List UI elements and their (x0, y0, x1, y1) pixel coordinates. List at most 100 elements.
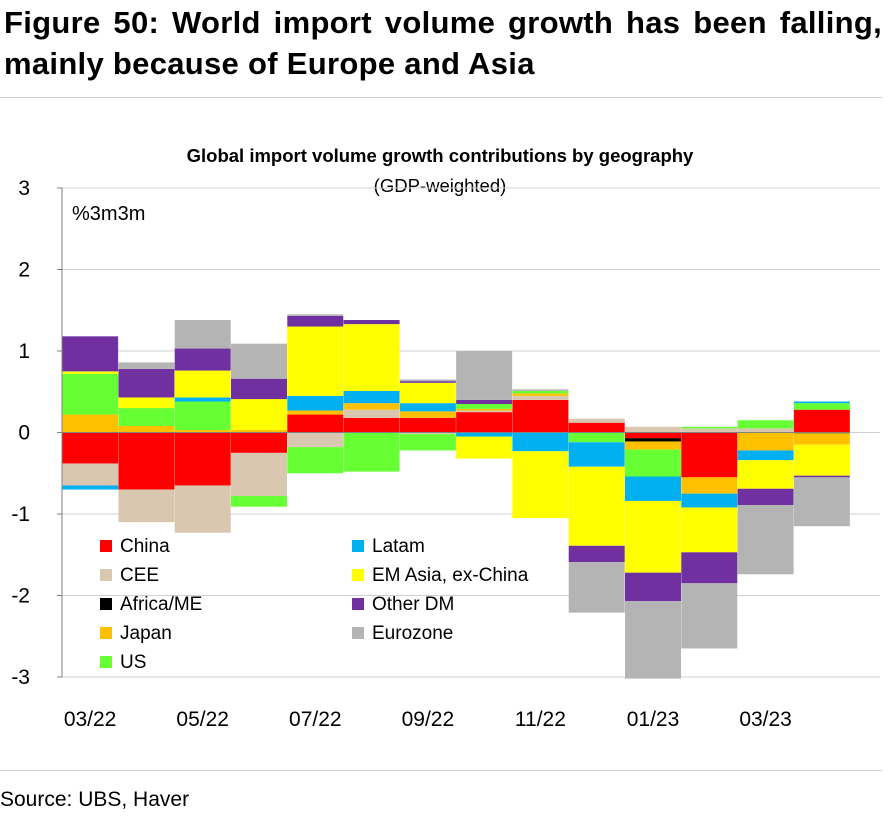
bar-segment-china-1 (118, 432, 175, 490)
bar-segment-other-dm-10 (625, 572, 681, 602)
bar-segment-japan-7 (456, 408, 513, 411)
bar-segment-other-dm-9 (568, 545, 625, 563)
legend-swatch-other-dm (352, 598, 364, 610)
bar-segment-china-4 (287, 414, 344, 433)
bar-segment-us-7 (456, 403, 513, 409)
x-tick-label: 11/22 (515, 708, 566, 731)
bar-segment-cee-5 (343, 409, 400, 418)
bar-segment-cee-12 (737, 428, 794, 433)
bar-segment-other-dm-7 (456, 399, 513, 404)
y-tick-label: 1 (18, 340, 30, 363)
bar-segment-eurozone-7 (456, 351, 513, 400)
bar-segment-latam-7 (456, 432, 513, 437)
bar-segment-us-13 (793, 403, 850, 410)
legend: China CEE Africa/ME Japan US Latam EM Asia, ex… (100, 536, 529, 673)
y-tick-label: -3 (11, 666, 30, 689)
bar-segment-latam-8 (512, 432, 569, 452)
x-tick-label: 03/23 (739, 708, 792, 731)
bar-segment-cee-11 (681, 428, 738, 433)
bar-segment-china-9 (568, 422, 625, 433)
bar-segment-us-5 (343, 432, 400, 472)
bar-segment-eurozone-2 (174, 320, 231, 349)
bar-segment-em-asia-ex-china-7 (456, 436, 513, 459)
x-tick-label: 07/22 (289, 708, 342, 731)
bar-segment-cee-0 (62, 463, 119, 486)
y-tick-label: 3 (18, 177, 30, 200)
y-tick-labels: 3 2 1 0 -1 -2 -3 (11, 177, 30, 689)
bar-segment-eurozone-1 (118, 362, 175, 369)
legend-label-china: China (120, 536, 170, 557)
x-tick-labels: 03/22 05/22 07/22 09/22 11/22 01/23 03/23 (64, 708, 792, 731)
bar-segment-other-dm-6 (399, 381, 456, 383)
y-tick-label: 2 (18, 259, 30, 282)
bar-segment-other-dm-1 (118, 368, 175, 398)
bar-segment-africa-me-10 (625, 438, 681, 442)
y-tick-label: -2 (11, 585, 30, 608)
axes (57, 187, 850, 678)
bar-segment-other-dm-4 (287, 315, 344, 327)
bar-segment-cee-7 (456, 410, 513, 413)
bar-segment-china-10 (625, 432, 681, 439)
bar-segment-us-12 (737, 420, 794, 429)
bar-segment-eurozone-8 (512, 389, 569, 391)
bar-segment-eurozone-6 (399, 379, 456, 382)
bar-segment-latam-0 (62, 485, 119, 490)
bar-segment-cee-4 (287, 432, 344, 448)
bar-segment-cee-9 (568, 418, 625, 423)
import-growth-chart: Global import volume growth contribution… (11, 145, 880, 731)
bar-segment-eurozone-12 (737, 505, 794, 575)
bar-segment-japan-12 (737, 432, 794, 451)
legend-swatch-cee (100, 569, 112, 581)
bar-segment-japan-2 (174, 430, 231, 433)
bar-segment-eurozone-10 (625, 601, 681, 679)
bar-segment-eurozone-11 (681, 583, 738, 649)
bar-segment-em-asia-ex-china-5 (343, 324, 400, 391)
bar-segment-em-asia-ex-china-0 (62, 371, 119, 374)
source-note: Source: UBS, Haver (0, 788, 190, 811)
x-tick-label: 01/23 (627, 708, 680, 731)
bar-segment-us-3 (231, 496, 287, 507)
bar-segment-us-0 (62, 373, 119, 415)
bar-segment-japan-4 (287, 410, 344, 415)
bar-segment-other-dm-2 (174, 348, 231, 371)
bar-segment-latam-9 (568, 442, 625, 467)
bar-segment-japan-11 (681, 477, 738, 494)
legend-label-em-asia-ex-china: EM Asia, ex-China (372, 565, 529, 586)
bar-segment-japan-13 (793, 433, 850, 445)
legend-label-other-dm: Other DM (372, 594, 454, 615)
bar-segment-other-dm-5 (343, 320, 400, 325)
bar-segment-us-11 (681, 426, 738, 429)
bar-segment-latam-6 (399, 403, 456, 412)
bar-segment-cee-3 (231, 452, 287, 497)
bar-segment-japan-5 (343, 403, 400, 410)
legend-swatch-us (100, 656, 112, 668)
chart-title: Global import volume growth contribution… (187, 145, 694, 166)
bar-segment-cee-10 (625, 426, 681, 433)
x-tick-label: 03/22 (64, 708, 117, 731)
bar-segment-cee-8 (512, 395, 569, 400)
bar-segment-us-10 (625, 449, 681, 477)
bar-segment-japan-8 (512, 393, 569, 396)
chart-subtitle: (GDP-weighted) (374, 175, 507, 196)
bar-segment-em-asia-ex-china-8 (512, 451, 569, 519)
legend-label-africa-me: Africa/ME (120, 594, 202, 615)
bar-segment-eurozone-4 (287, 314, 344, 316)
x-tick-label: 09/22 (402, 708, 455, 731)
bar-segment-other-dm-13 (793, 475, 850, 478)
legend-swatch-africa-me (100, 598, 112, 610)
bar-segment-us-9 (568, 432, 625, 443)
legend-label-japan: Japan (120, 623, 172, 644)
bar-segment-china-5 (343, 417, 400, 433)
bar-segment-china-13 (793, 409, 850, 433)
bar-segment-us-4 (287, 447, 344, 474)
legend-label-cee: CEE (120, 565, 159, 586)
bar-segment-em-asia-ex-china-12 (737, 460, 794, 489)
bar-segment-latam-4 (287, 395, 344, 411)
bar-segment-japan-10 (625, 441, 681, 450)
bar-segment-japan-1 (118, 425, 175, 433)
bar-segment-latam-2 (174, 397, 231, 402)
bar-segment-china-7 (456, 412, 513, 433)
bar-segment-em-asia-ex-china-10 (625, 500, 681, 573)
bar-segment-eurozone-3 (231, 343, 287, 379)
bar-segment-em-asia-ex-china-9 (568, 466, 625, 546)
